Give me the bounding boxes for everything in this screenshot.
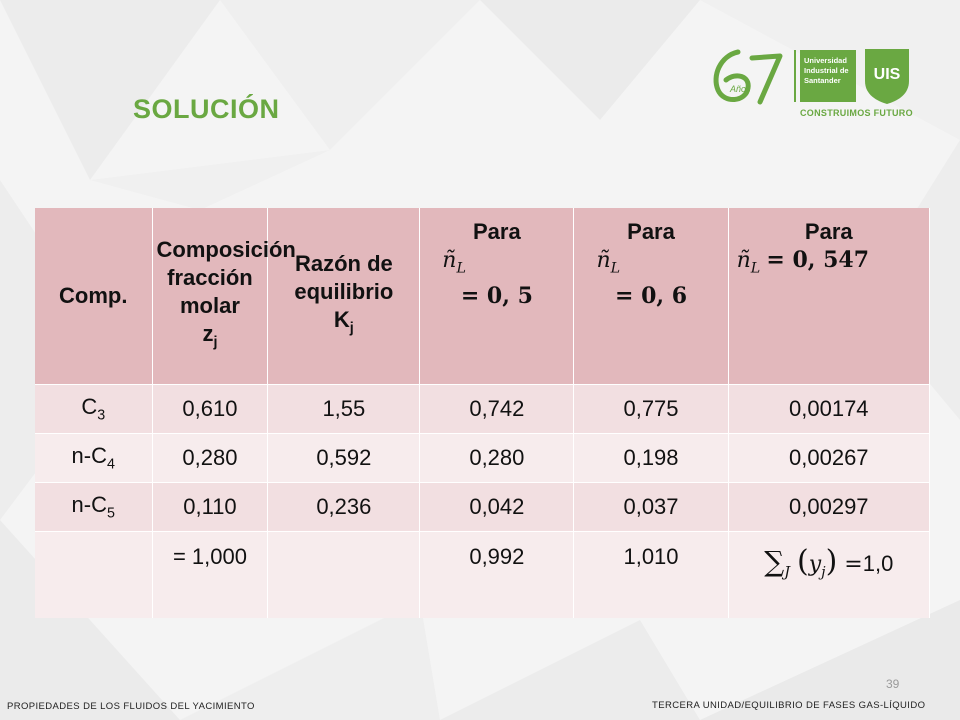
header-para-06: Para ñL = 0, 6 — [573, 208, 729, 385]
table-row: C3 0,610 1,55 0,742 0,775 0,00174 — [35, 384, 931, 434]
university-name-line: Universidad — [804, 56, 847, 65]
footer-course-title: PROPIEDADES DE LOS FLUIDOS DEL YACIMIENT… — [7, 701, 255, 712]
cell-para-06: 0,775 — [573, 384, 729, 434]
cell-k: 0,592 — [267, 433, 421, 483]
cell-sum-formula: ∑J (yj) =1,0 — [728, 531, 931, 618]
cell-z-total: = 1,000 — [152, 531, 269, 618]
cell-para-05-total: 0,992 — [419, 531, 575, 618]
cell-z: 0,610 — [152, 384, 269, 434]
cell-para-05: 0,280 — [419, 433, 575, 483]
university-name-line: Santander — [804, 76, 841, 85]
svg-text:UIS: UIS — [874, 66, 901, 83]
cell-para-05: 0,042 — [419, 482, 575, 532]
cell-z: 0,110 — [152, 482, 269, 532]
solution-table: Comp. Composición fracción molar zj Razó… — [35, 208, 931, 618]
university-name-box: Universidad Industrial de Santander — [800, 50, 856, 102]
cell-z: 0,280 — [152, 433, 269, 483]
cell-para-06: 0,198 — [573, 433, 729, 483]
footer-unit-title: TERCERA UNIDAD/EQUILIBRIO DE FASES GAS-L… — [652, 700, 926, 711]
header-composicion: Composición fracción molar zj — [152, 208, 296, 385]
header-para-05: Para ñL = 0, 5 — [419, 208, 575, 385]
slide-title: SOLUCIÓN — [133, 94, 280, 124]
cell-comp: n-C5 — [35, 482, 153, 532]
anniversary-word: Años — [729, 84, 751, 94]
table-row: n-C4 0,280 0,592 0,280 0,198 0,00267 — [35, 433, 931, 483]
cell-para-0547: 0,00267 — [728, 433, 931, 483]
university-motto: CONSTRUIMOS FUTURO — [800, 108, 913, 118]
cell-para-0547: 0,00297 — [728, 482, 931, 532]
university-name-line: Industrial de — [804, 66, 849, 75]
cell-comp: C3 — [35, 384, 153, 434]
university-logo: Años Universidad Industrial de Santander… — [708, 42, 913, 130]
cell-para-06: 0,037 — [573, 482, 729, 532]
header-razon: Razón de equilibrio Kj — [267, 208, 421, 385]
cell-k-empty — [267, 531, 421, 618]
cell-comp: n-C4 — [35, 433, 153, 483]
cell-k: 0,236 — [267, 482, 421, 532]
page-number: 39 — [886, 677, 900, 691]
table-totals-row: = 1,000 0,992 1,010 ∑J (yj) =1,0 — [35, 531, 931, 618]
cell-para-0547: 0,00174 — [728, 384, 931, 434]
header-para-0547: Para ñL = 0, 547 — [728, 208, 931, 385]
cell-para-06-total: 1,010 — [573, 531, 729, 618]
table-row: n-C5 0,110 0,236 0,042 0,037 0,00297 — [35, 482, 931, 532]
header-comp: Comp. — [35, 208, 153, 385]
anniversary-67-logo: Años — [713, 49, 783, 105]
uis-emblem-icon: UIS — [865, 49, 909, 104]
cell-comp-empty — [35, 531, 153, 618]
cell-k: 1,55 — [267, 384, 421, 434]
cell-para-05: 0,742 — [419, 384, 575, 434]
table-header-row: Comp. Composición fracción molar zj Razó… — [35, 208, 931, 385]
logo-divider — [794, 50, 796, 102]
